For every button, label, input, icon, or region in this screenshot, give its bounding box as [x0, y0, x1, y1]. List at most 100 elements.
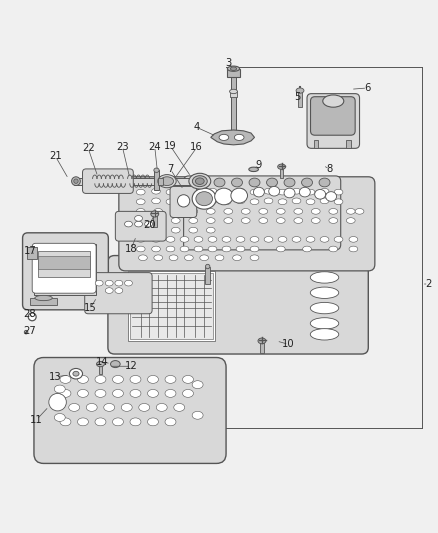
Ellipse shape: [121, 403, 132, 411]
Ellipse shape: [293, 217, 302, 223]
Text: 2: 2: [424, 279, 431, 289]
Ellipse shape: [295, 88, 303, 93]
Ellipse shape: [305, 237, 314, 242]
Ellipse shape: [188, 217, 197, 223]
Bar: [279, 167, 283, 177]
Ellipse shape: [253, 187, 264, 197]
Ellipse shape: [171, 208, 180, 214]
Text: 5: 5: [293, 92, 300, 102]
Ellipse shape: [222, 199, 230, 205]
Text: 12: 12: [124, 361, 137, 372]
Ellipse shape: [328, 217, 337, 223]
FancyBboxPatch shape: [306, 94, 359, 148]
Ellipse shape: [145, 221, 152, 227]
Ellipse shape: [266, 178, 277, 187]
Ellipse shape: [74, 179, 78, 183]
Ellipse shape: [310, 329, 338, 340]
Ellipse shape: [180, 246, 188, 252]
Ellipse shape: [328, 208, 337, 214]
Ellipse shape: [311, 217, 319, 223]
Ellipse shape: [166, 246, 174, 252]
Ellipse shape: [248, 178, 259, 187]
Bar: [205, 266, 209, 284]
Ellipse shape: [223, 208, 232, 214]
Ellipse shape: [184, 255, 193, 261]
Text: 20: 20: [143, 220, 155, 230]
Ellipse shape: [319, 237, 328, 242]
Polygon shape: [210, 130, 254, 145]
Ellipse shape: [208, 198, 216, 204]
Ellipse shape: [348, 246, 357, 252]
Ellipse shape: [157, 175, 176, 188]
Ellipse shape: [195, 192, 212, 206]
Ellipse shape: [115, 288, 123, 293]
Ellipse shape: [136, 199, 145, 205]
Ellipse shape: [49, 393, 66, 411]
Ellipse shape: [222, 189, 230, 195]
Text: 3: 3: [225, 58, 231, 68]
Text: 28: 28: [23, 309, 35, 319]
Ellipse shape: [147, 418, 158, 426]
Ellipse shape: [194, 237, 202, 242]
Ellipse shape: [325, 192, 336, 201]
Bar: [33, 244, 95, 295]
Ellipse shape: [219, 134, 228, 141]
Bar: [130, 273, 212, 338]
Ellipse shape: [250, 189, 258, 195]
Ellipse shape: [134, 215, 142, 221]
Ellipse shape: [54, 414, 65, 422]
Bar: [153, 170, 159, 190]
Ellipse shape: [171, 217, 180, 223]
Ellipse shape: [348, 237, 357, 242]
Ellipse shape: [69, 368, 82, 379]
Ellipse shape: [96, 361, 104, 367]
FancyBboxPatch shape: [32, 243, 96, 293]
Ellipse shape: [112, 375, 123, 383]
Ellipse shape: [208, 188, 216, 194]
Ellipse shape: [171, 228, 180, 233]
Ellipse shape: [166, 189, 174, 195]
Ellipse shape: [112, 390, 123, 397]
Ellipse shape: [180, 237, 188, 242]
Ellipse shape: [166, 237, 174, 242]
Text: 13: 13: [49, 372, 62, 382]
Ellipse shape: [291, 198, 300, 204]
Ellipse shape: [134, 221, 142, 227]
Ellipse shape: [78, 375, 88, 383]
Ellipse shape: [276, 208, 285, 214]
Ellipse shape: [177, 195, 189, 207]
Ellipse shape: [310, 318, 338, 329]
Ellipse shape: [153, 255, 162, 261]
Ellipse shape: [305, 199, 314, 205]
Ellipse shape: [241, 217, 250, 223]
Ellipse shape: [35, 295, 52, 301]
Bar: [38, 255, 89, 269]
Text: 10: 10: [282, 340, 294, 350]
Ellipse shape: [222, 246, 230, 252]
Ellipse shape: [165, 375, 176, 383]
FancyBboxPatch shape: [108, 255, 367, 354]
Ellipse shape: [180, 198, 188, 204]
Text: 4: 4: [193, 123, 199, 132]
Ellipse shape: [54, 385, 65, 393]
Ellipse shape: [192, 176, 207, 187]
Ellipse shape: [192, 188, 216, 209]
Ellipse shape: [328, 246, 337, 252]
Ellipse shape: [195, 178, 204, 184]
Bar: [38, 251, 89, 278]
Ellipse shape: [78, 418, 88, 426]
Ellipse shape: [230, 67, 236, 70]
Ellipse shape: [151, 237, 160, 242]
Ellipse shape: [105, 288, 113, 293]
Text: 17: 17: [24, 246, 37, 256]
Ellipse shape: [130, 390, 141, 397]
Ellipse shape: [103, 403, 114, 411]
Ellipse shape: [310, 287, 338, 298]
Ellipse shape: [291, 188, 300, 194]
Ellipse shape: [264, 198, 272, 204]
Ellipse shape: [136, 228, 145, 233]
Ellipse shape: [268, 187, 279, 196]
Ellipse shape: [346, 217, 354, 223]
Ellipse shape: [194, 199, 202, 205]
Ellipse shape: [130, 375, 141, 383]
